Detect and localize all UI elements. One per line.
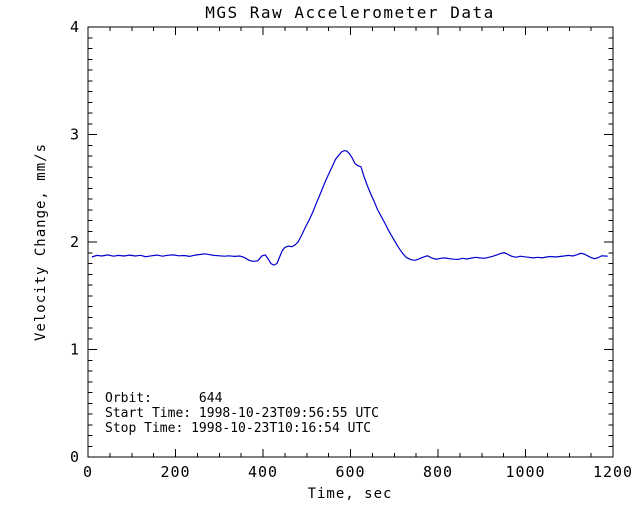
axis-ticks [87,26,614,458]
y-tick-label: 3 [70,126,80,144]
velocity-data-line [91,149,608,266]
y-tick-label: 0 [70,448,80,466]
x-tick-label: 1200 [593,463,633,481]
x-tick-label: 600 [335,463,365,481]
x-tick-label: 800 [423,463,453,481]
y-tick-label: 2 [70,233,80,251]
orbit-annotation: Orbit: 644 [105,391,223,406]
stop-time-annotation: Stop Time: 1998-10-23T10:16:54 UTC [105,421,371,436]
y-tick-label: 1 [70,341,80,359]
y-axis-title: Velocity Change, mm/s [33,143,49,341]
annotation-block: Orbit: 644 Start Time: 1998-10-23T09:56:… [105,391,379,436]
x-tick-label: 1000 [505,463,545,481]
x-tick-label: 200 [160,463,190,481]
start-time-annotation: Start Time: 1998-10-23T09:56:55 UTC [105,406,379,421]
x-tick-label: 0 [83,463,93,481]
axis-tick-labels: 0 200 400 600 800 1000 1200 0 1 2 3 4 [70,18,633,481]
y-tick-label: 4 [70,18,80,36]
x-tick-label: 400 [248,463,278,481]
chart-title: MGS Raw Accelerometer Data [205,3,494,22]
x-axis-title: Time, sec [308,486,393,502]
